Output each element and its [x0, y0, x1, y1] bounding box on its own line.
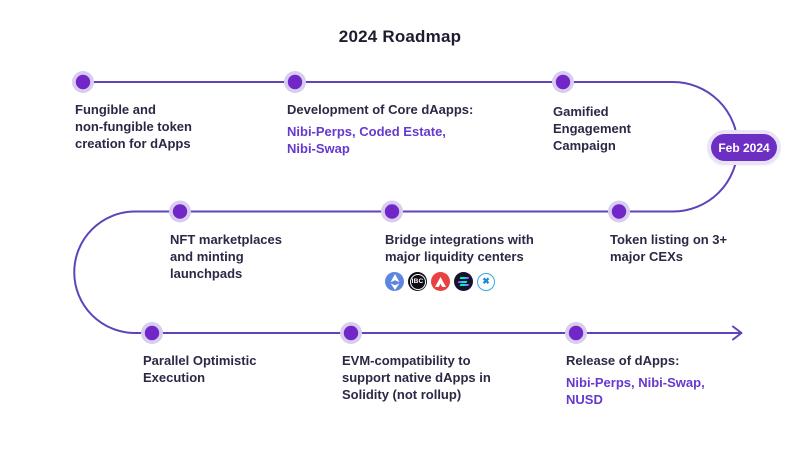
- milestone-heading: Parallel Optimistic Execution: [143, 353, 257, 385]
- timeline-line: [73, 81, 741, 334]
- avalanche-icon: [431, 272, 450, 291]
- date-badge: Feb 2024: [711, 134, 777, 161]
- milestone-dot: [552, 71, 574, 93]
- milestone-item: Token listing on 3+ major CEXs: [610, 231, 785, 265]
- milestone-dot: [381, 200, 403, 223]
- milestone-heading: Token listing on 3+ major CEXs: [610, 232, 728, 264]
- milestone-dot: [141, 322, 163, 344]
- milestone-item: Development of Core dAapps: Nibi-Perps, …: [287, 101, 497, 157]
- milestone-item: Bridge integrations with major liquidity…: [385, 231, 595, 291]
- solana-icon: [454, 272, 473, 291]
- milestone-heading: NFT marketplaces and minting launchpads: [170, 232, 282, 281]
- milestone-dot: [340, 322, 362, 344]
- axelar-x-glyph: ✖: [482, 276, 490, 286]
- milestone-subtitle: Nibi-Perps, Nibi-Swap, NUSD: [566, 375, 705, 407]
- ibc-icon: IBC: [408, 272, 427, 291]
- milestone-heading: Development of Core dAapps:: [287, 102, 474, 117]
- bridge-network-icons: IBC ✖: [385, 272, 595, 291]
- milestone-dot: [169, 200, 191, 223]
- milestone-dot: [72, 71, 94, 93]
- ibc-icon-label: IBC: [409, 273, 426, 290]
- milestone-item: NFT marketplaces and minting launchpads: [170, 231, 345, 282]
- milestone-item: Gamified Engagement Campaign: [553, 103, 703, 154]
- ethereum-icon: [385, 272, 404, 291]
- milestone-dot: [565, 322, 587, 344]
- milestone-heading: EVM-compatibility to support native dApp…: [342, 353, 491, 402]
- milestone-item: Parallel Optimistic Execution: [143, 352, 318, 386]
- roadmap-title: 2024 Roadmap: [338, 27, 462, 46]
- milestone-heading: Bridge integrations with major liquidity…: [385, 232, 534, 264]
- date-badge-label: Feb 2024: [718, 140, 770, 155]
- milestone-heading: Fungible and non-fungible token creation…: [75, 102, 192, 151]
- milestone-heading: Release of dApps:: [566, 353, 680, 368]
- milestone-item: Release of dApps: Nibi-Perps, Nibi-Swap,…: [566, 352, 751, 408]
- milestone-dot: [608, 200, 630, 223]
- milestone-dot: [284, 71, 306, 93]
- milestone-item: Fungible and non-fungible token creation…: [75, 101, 240, 152]
- axelar-icon: ✖: [477, 272, 495, 291]
- milestone-item: EVM-compatibility to support native dApp…: [342, 352, 542, 403]
- arrowhead-icon: [732, 325, 743, 341]
- milestone-heading: Gamified Engagement Campaign: [553, 104, 632, 153]
- milestone-subtitle: Nibi-Perps, Coded Estate, Nibi-Swap: [287, 124, 446, 156]
